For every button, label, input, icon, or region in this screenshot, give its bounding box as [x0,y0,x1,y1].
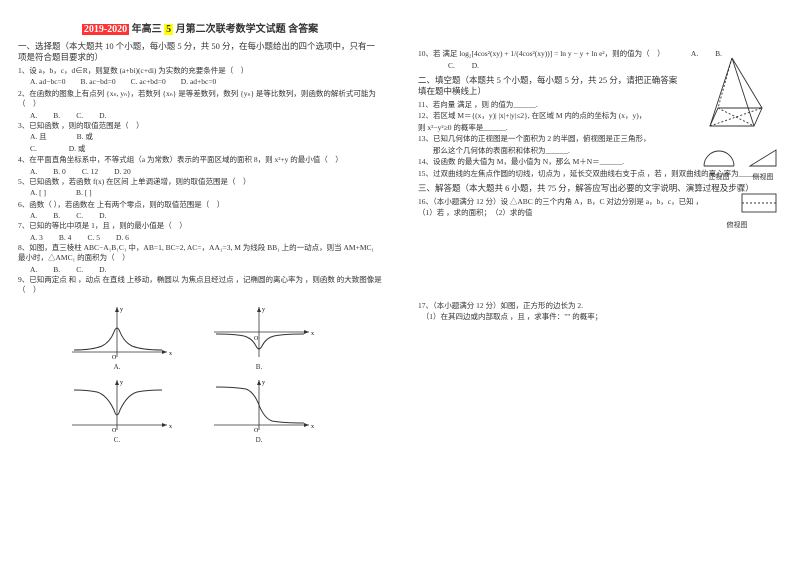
q7: 7、已知的等比中项是 1，且 ，则的最小值是（ ） [18,221,382,232]
side-view: 侧视图 [744,144,782,182]
graph-b: x y O B. [190,302,328,371]
q17a: （1）在其四边或内部取点 ，且 ，求事件："" 的概率； [418,312,782,323]
q8: 8、如图，直三棱柱 ABC−A₁B₁C₁ 中，AB=1, BC=2, AC=，A… [18,243,382,264]
q2: 2、在函数的图象上有点列 {xₙ, yₙ}，若数列 {xₙ} 是等差数列，数列 … [18,89,382,110]
q6-options: A. B. C. D. [18,211,382,220]
section-1-heading: 一、选择题（本大题共 10 个小题，每小题 5 分，共 50 分，在每小题给出的… [18,41,382,64]
q7-options: A. 3 B. 4 C. 5 D. 6 [18,233,382,242]
q2-options: A. B. C. D. [18,111,382,120]
svg-text:x: x [311,424,314,430]
right-column: 10、若 满足 log₂[4cos²(xy) + 1/(4cos²(xy))] … [400,0,800,566]
q3-options-row1: A. 且 B. 或 [18,132,382,143]
q1-options: A. ad−bc=0 B. ac−bd=0 C. ac+bd=0 D. ad+b… [18,77,382,88]
svg-text:O: O [112,355,117,361]
q11: 11、若向量 满足 ，则 的值为______. [418,100,668,111]
svg-text:O: O [254,428,259,434]
graph-a: x y O A. [48,302,186,371]
svg-text:y: y [120,307,123,313]
q3-options-row2: C. D. 或 [18,144,382,155]
section-2-heading: 二、填空题（本题共 5 个小题，每小题 5 分，共 25 分，请把正确答案填在题… [418,75,678,98]
q12: 12、若区域 M＝{(x，y)| |x|+|y|≤2}, 在区域 M 内的点的坐… [418,111,668,122]
svg-text:O: O [254,336,259,342]
q17: 17、（本小题满分 12 分）如图，正方形的边长为 2. [418,301,782,312]
svg-text:y: y [120,380,123,386]
svg-text:y: y [262,380,265,386]
exam-title: 2019-2020 年高三 5 月第二次联考数学文试题 含答案 [18,20,382,35]
graph-d: x y O D. [190,375,328,444]
q13: 13、已知几何体的正视图是一个面积为 2 的半圆，俯视图是正三角形， [418,134,668,145]
month-highlight: 5 [164,24,173,35]
graph-c: x y O C. [48,375,186,444]
front-view: 正视图 [700,144,738,182]
svg-text:x: x [169,351,172,357]
svg-text:x: x [169,424,172,430]
top-view: 俯视图 [692,188,782,230]
year-highlight: 2019-2020 [82,24,129,35]
q5-options: A. [ ] B. [ ] [18,188,382,199]
left-column: 2019-2020 年高三 5 月第二次联考数学文试题 含答案 一、选择题（本大… [0,0,400,566]
q1: 1、设 a，b，c，d∈R，则复数 (a+bi)(c+di) 为实数的充要条件是… [18,66,382,77]
q12b: 则 x²−y²≥0 的概率是______. [418,123,668,134]
q4: 4、在平面直角坐标系中，不等式组（a 为常数）表示的平面区域的面积 8，则 x²… [18,155,382,166]
q8-options: A. B. C. D. [18,265,382,274]
svg-text:y: y [262,307,265,313]
q9-graphs: x y O A. x y O B. [48,302,328,444]
q13b: 那么这个几何体的表面积和体积为______. [418,146,668,157]
q4-options: A. B. 0 C. 12 D. 20 [18,167,382,176]
prism-3d-icon [692,48,772,138]
q9: 9、已知两定点 和 ，动点 在直线 上移动，椭圆以 为焦点且经过点 ，记椭圆的离… [18,275,382,296]
svg-text:O: O [112,428,117,434]
q3: 3、已知函数 ，则的取值范围是（ ） [18,121,382,132]
q6: 6、函数（ ），若函数在 上有两个零点，则的取值范围是（ ） [18,200,382,211]
q5: 5、已知函数 ，若函数 f(x) 在区间 上单调递增，则的取值范围是（ ） [18,177,382,188]
svg-text:x: x [311,331,314,337]
orthographic-figures: 正视图 侧视图 俯视图 [692,48,782,230]
